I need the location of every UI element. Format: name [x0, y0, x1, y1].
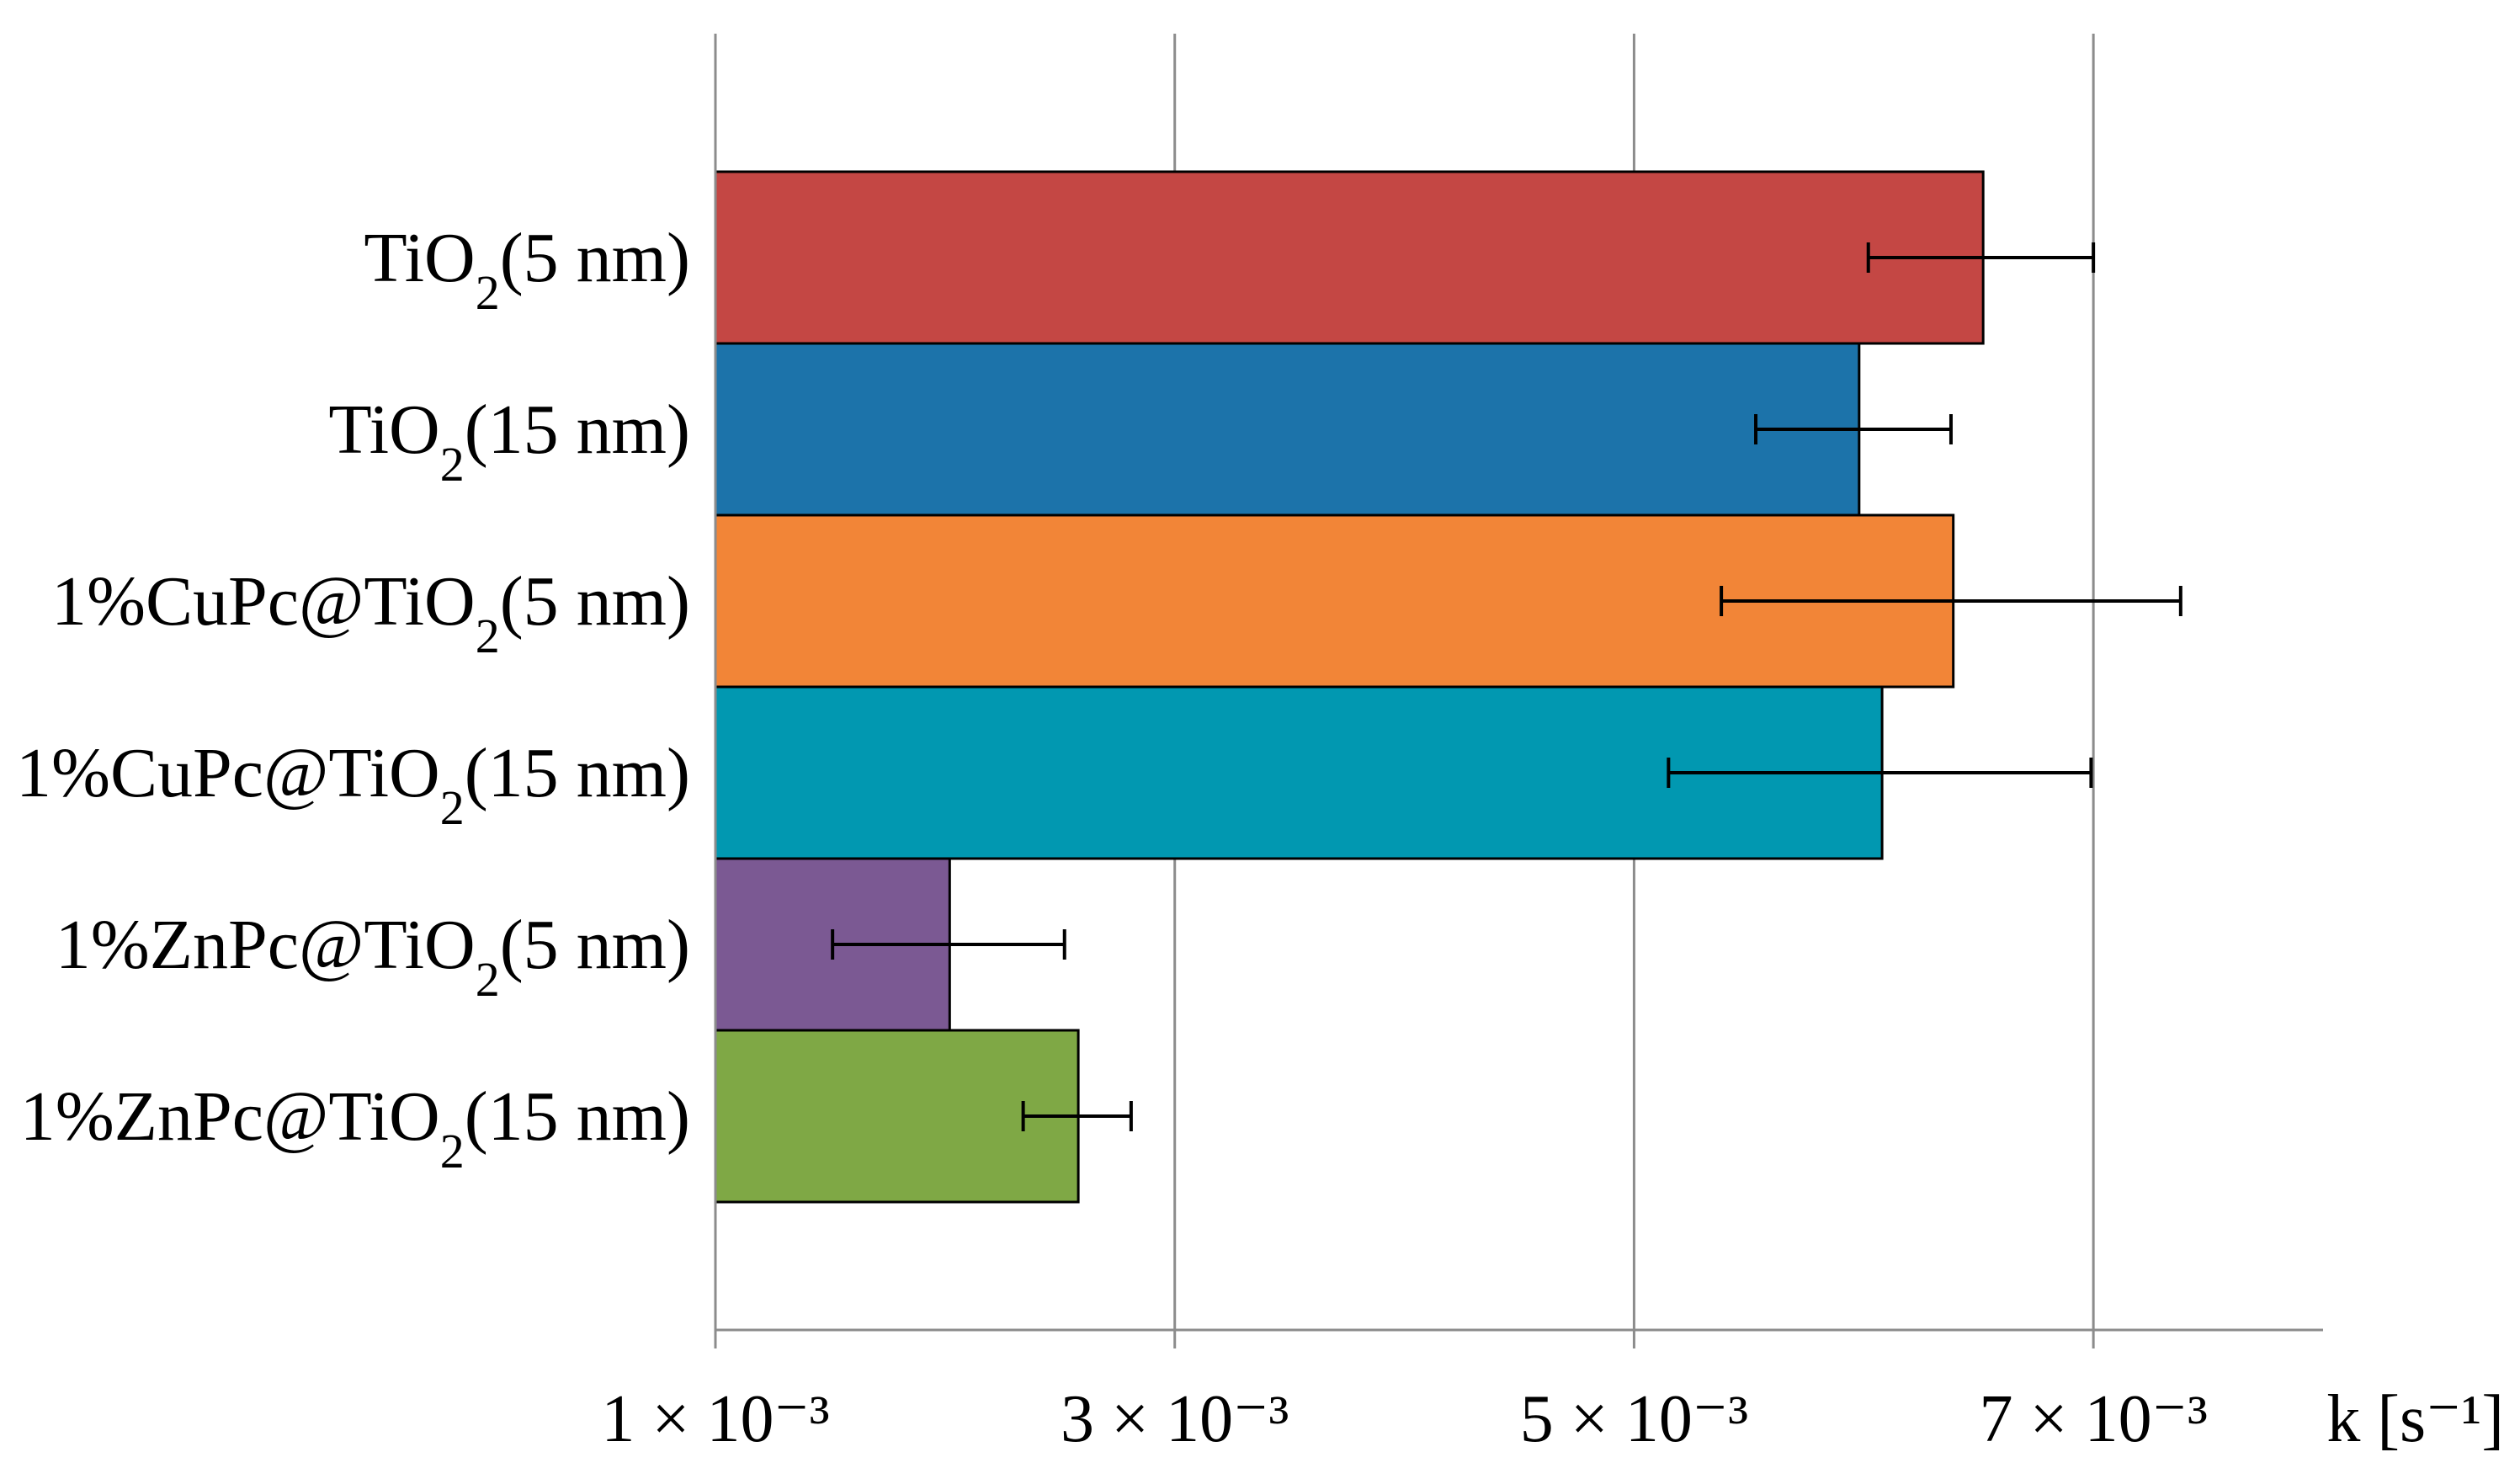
x-tick-label: 3 × 10⁻³: [1061, 1382, 1289, 1456]
category-label-prefix: 1%CuPc@TiO: [51, 562, 476, 641]
bar: [714, 170, 1985, 345]
category-label-prefix: 1%ZnPc@TiO: [20, 1077, 440, 1156]
error-bar: [831, 929, 1066, 960]
error-bar: [1667, 758, 2093, 788]
category-label-suffix: (5 nm): [500, 562, 690, 641]
category-label-subscript: 2: [440, 780, 465, 835]
category-label-prefix: TiO: [328, 391, 439, 469]
error-bar: [1754, 414, 1953, 444]
x-tick-label: 7 × 10⁻³: [1979, 1382, 2207, 1456]
category-label: 1%CuPc@TiO2(15 nm): [16, 734, 690, 835]
category-label-suffix: (5 nm): [500, 906, 690, 984]
category-labels: TiO2(5 nm)TiO2(15 nm)1%CuPc@TiO2(5 nm)1%…: [16, 219, 690, 1178]
category-label-prefix: 1%CuPc@TiO: [16, 734, 440, 812]
category-label-suffix: (5 nm): [500, 219, 690, 297]
category-label: TiO2(15 nm): [328, 391, 690, 492]
error-bars: [831, 242, 2182, 1131]
category-label-subscript: 2: [476, 609, 500, 663]
tick-labels: 1 × 10⁻³ 3 × 10⁻³ 5 × 10⁻³ 7 × 10⁻³: [601, 1382, 2207, 1456]
category-label: TiO2(5 nm): [364, 219, 690, 320]
x-tick-label: 1 × 10⁻³: [601, 1382, 829, 1456]
category-label-subscript: 2: [440, 437, 465, 492]
x-axis: [714, 34, 2323, 1348]
category-label-prefix: TiO: [364, 219, 475, 297]
bar: [714, 1029, 1080, 1204]
category-label: 1%CuPc@TiO2(5 nm): [51, 562, 690, 663]
category-label-subscript: 2: [476, 952, 500, 1007]
category-label-subscript: 2: [440, 1124, 465, 1178]
category-label-suffix: (15 nm): [465, 1077, 690, 1156]
category-label-subscript: 2: [476, 265, 500, 320]
bars: [714, 170, 1985, 1204]
error-bar: [1021, 1101, 1133, 1131]
error-bar: [1720, 586, 2182, 616]
category-label-suffix: (15 nm): [465, 391, 690, 469]
x-axis-title: k [s⁻¹]: [2326, 1382, 2504, 1456]
category-label-prefix: 1%ZnPc@TiO: [56, 906, 476, 984]
x-tick-label: 5 × 10⁻³: [1520, 1382, 1748, 1456]
category-label-suffix: (15 nm): [465, 734, 690, 812]
error-bar: [1866, 242, 2096, 273]
bar: [714, 342, 1861, 517]
category-label: 1%ZnPc@TiO2(15 nm): [20, 1077, 690, 1178]
category-label: 1%ZnPc@TiO2(5 nm): [56, 906, 690, 1007]
